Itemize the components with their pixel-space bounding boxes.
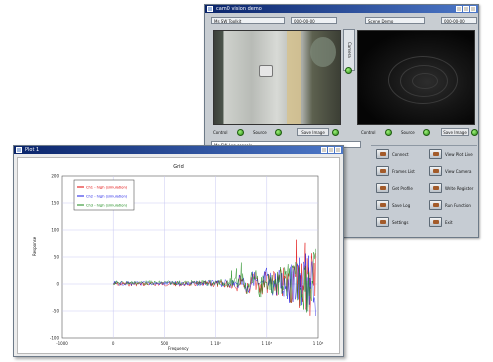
command-save-log[interactable]: Save Log	[376, 200, 410, 210]
plot-minimize-button[interactable]	[321, 147, 327, 153]
camera-view-left[interactable]	[213, 30, 341, 125]
right-save-indicator	[471, 129, 478, 136]
command-frames-list[interactable]: Frames List	[376, 166, 415, 176]
right-source-toggle[interactable]	[423, 129, 430, 136]
profile-icon	[376, 183, 389, 193]
plot-area[interactable]: Grid Response Frequency 200 150 100 50 0 -50-…	[17, 157, 340, 354]
plot-maximize-button[interactable]	[328, 147, 334, 153]
plot-title: Grid	[173, 164, 184, 170]
command-connect[interactable]: Connect	[376, 149, 409, 159]
y-tick-label: 200	[51, 174, 59, 179]
right-pane-label: Scene Demo	[365, 17, 425, 24]
legend-entry: Ch3 - high (simulation)	[86, 203, 128, 207]
left-source-toggle[interactable]	[275, 129, 282, 136]
close-button[interactable]	[470, 6, 476, 12]
plot-close-button[interactable]	[335, 147, 341, 153]
right-pane-value: 000-00-00	[441, 17, 477, 24]
connect-icon	[376, 149, 389, 159]
left-control-label: Control	[213, 130, 228, 135]
settings-icon	[376, 217, 389, 227]
y-tick-label: -50	[52, 309, 59, 314]
plot-window-title: Plot 1	[25, 147, 40, 153]
x-tick-label: 1 10²	[210, 341, 221, 346]
right-control-toggle[interactable]	[385, 129, 392, 136]
x-tick-label: 500	[161, 341, 169, 346]
command-panel: Connect Frames List Get Profile Save Log…	[371, 145, 477, 235]
save-icon	[376, 200, 389, 210]
command-settings[interactable]: Settings	[376, 217, 408, 227]
left-pane-label: Ms SW Toolkit	[211, 17, 285, 24]
series-line	[112, 248, 316, 313]
command-view-camera[interactable]: View Camera	[429, 166, 471, 176]
command-exit[interactable]: Exit	[429, 217, 453, 227]
command-view-plot[interactable]: View Plot Live	[429, 149, 473, 159]
left-save-indicator	[332, 129, 339, 136]
minimize-button[interactable]	[456, 6, 462, 12]
exit-icon	[429, 217, 442, 227]
left-source-label: Source	[253, 130, 267, 135]
camera-app-title: cam0 vision demo	[216, 6, 262, 12]
plot-app-icon	[16, 147, 22, 153]
command-write-register[interactable]: Write Register	[429, 183, 473, 193]
legend-box	[73, 179, 135, 211]
run-icon	[429, 200, 442, 210]
legend-entry: Ch1 - high (simulation)	[86, 185, 128, 189]
y-tick-label: 0	[56, 282, 59, 287]
camera-side-tab[interactable]: Camera	[343, 29, 355, 71]
right-control-label: Control	[361, 130, 376, 135]
x-tick-label: 1 10³	[262, 341, 273, 346]
right-save-image-button[interactable]: Save Image	[441, 128, 469, 136]
right-source-label: Source	[401, 130, 415, 135]
command-get-profile[interactable]: Get Profile	[376, 183, 413, 193]
plot-window-titlebar: Plot 1	[14, 146, 343, 154]
left-control-toggle[interactable]	[237, 129, 244, 136]
plot-series	[112, 239, 316, 317]
left-pane-value: 000-00-00	[291, 17, 337, 24]
legend-entry: Ch2 - high (simulation)	[86, 194, 128, 198]
plot-window: Plot 1 Grid Response Frequency 200 150 100…	[13, 145, 344, 357]
y-tick-label: 150	[51, 201, 59, 206]
maximize-button[interactable]	[463, 6, 469, 12]
y-tick-label: -100	[50, 336, 60, 341]
camera-app-window: cam0 vision demo Ms SW Toolkit 000-00-00…	[204, 4, 479, 238]
camera-icon	[429, 166, 442, 176]
plot-icon	[429, 149, 442, 159]
y-tick-label: 100	[51, 228, 59, 233]
x-axis-label: Frequency	[168, 346, 189, 351]
plot-legend: Ch1 - high (simulation) Ch2 - high (simul…	[73, 179, 135, 211]
register-icon	[429, 183, 442, 193]
command-run-function[interactable]: Run Function	[429, 200, 471, 210]
frames-icon	[376, 166, 389, 176]
x-tick-label: 0	[112, 341, 115, 346]
x-tick-label: -1000	[56, 341, 68, 346]
camera-view-right[interactable]	[357, 30, 475, 125]
status-indicator-icon	[345, 67, 352, 74]
y-tick-label: 50	[54, 255, 60, 260]
app-icon	[207, 6, 213, 12]
left-save-image-button[interactable]: Save Image	[297, 128, 329, 136]
camera-app-titlebar: cam0 vision demo	[205, 5, 478, 13]
x-tick-label: 1 10⁴	[313, 341, 324, 346]
